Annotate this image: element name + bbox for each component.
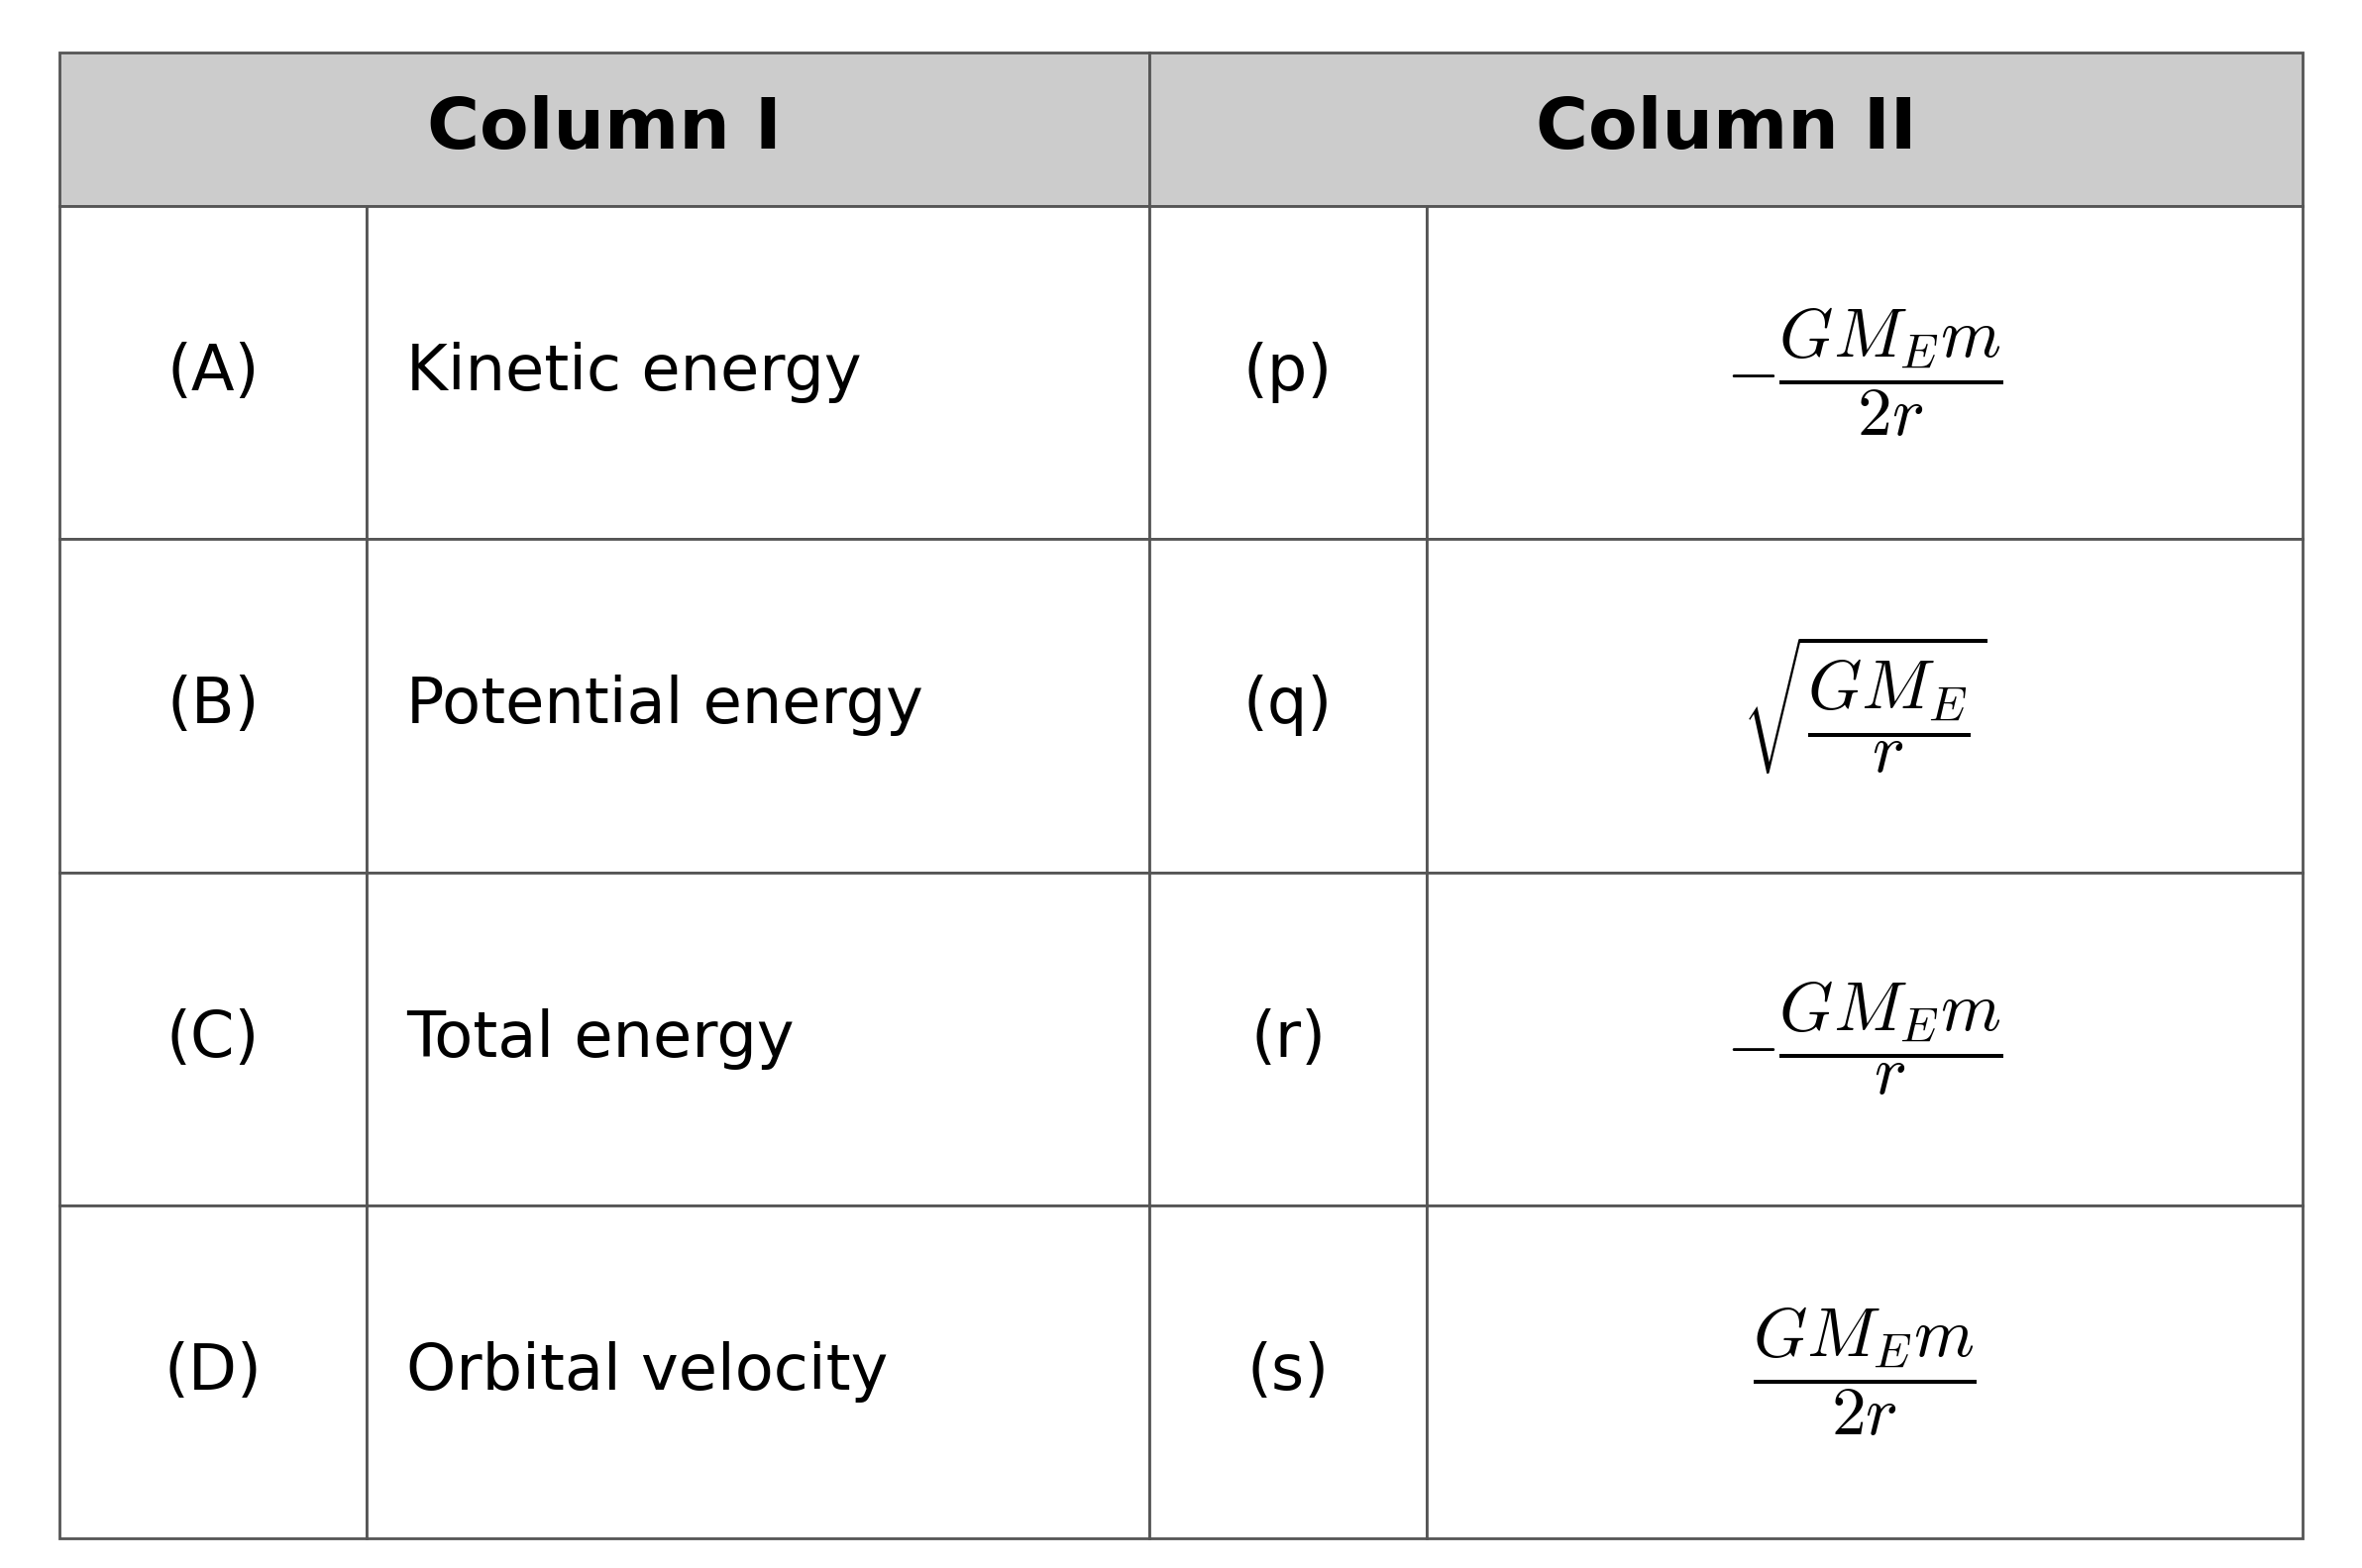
Text: Kinetic energy: Kinetic energy [406,342,862,403]
Bar [1427,1206,2303,1538]
Text: (C): (C) [165,1008,260,1069]
Text: (D): (D) [163,1341,262,1402]
Bar [366,1206,1150,1538]
Bar [1150,539,1427,872]
Bar [59,872,366,1206]
Bar [1150,52,2303,205]
Bar [59,539,366,872]
Text: $-\dfrac{GM_{E}m}{2r}$: $-\dfrac{GM_{E}m}{2r}$ [1727,306,2003,439]
Text: $-\dfrac{GM_{E}m}{r}$: $-\dfrac{GM_{E}m}{r}$ [1727,980,2003,1098]
Text: Column I: Column I [428,96,782,163]
Bar [1150,1206,1427,1538]
Text: (A): (A) [168,342,260,403]
Text: Column II: Column II [1535,96,1916,163]
Text: Total energy: Total energy [406,1008,794,1069]
Text: (s): (s) [1247,1341,1330,1402]
Text: Potential energy: Potential energy [406,674,924,737]
Bar [366,539,1150,872]
Bar [59,1206,366,1538]
Bar [1427,539,2303,872]
Bar [1150,872,1427,1206]
Text: (q): (q) [1242,674,1332,737]
Bar [59,205,366,539]
Text: $\dfrac{GM_{E}m}{2r}$: $\dfrac{GM_{E}m}{2r}$ [1753,1305,1977,1438]
Bar [1427,205,2303,539]
Bar [366,205,1150,539]
Bar [366,872,1150,1206]
Text: (p): (p) [1242,342,1332,403]
Text: (B): (B) [168,674,260,737]
Text: (r): (r) [1249,1008,1325,1069]
Bar [1150,205,1427,539]
Bar [1427,872,2303,1206]
Text: Orbital velocity: Orbital velocity [406,1341,888,1402]
Bar [59,52,1150,205]
Text: $\sqrt{\dfrac{GM_{E}}{r}}$: $\sqrt{\dfrac{GM_{E}}{r}}$ [1741,633,1986,778]
